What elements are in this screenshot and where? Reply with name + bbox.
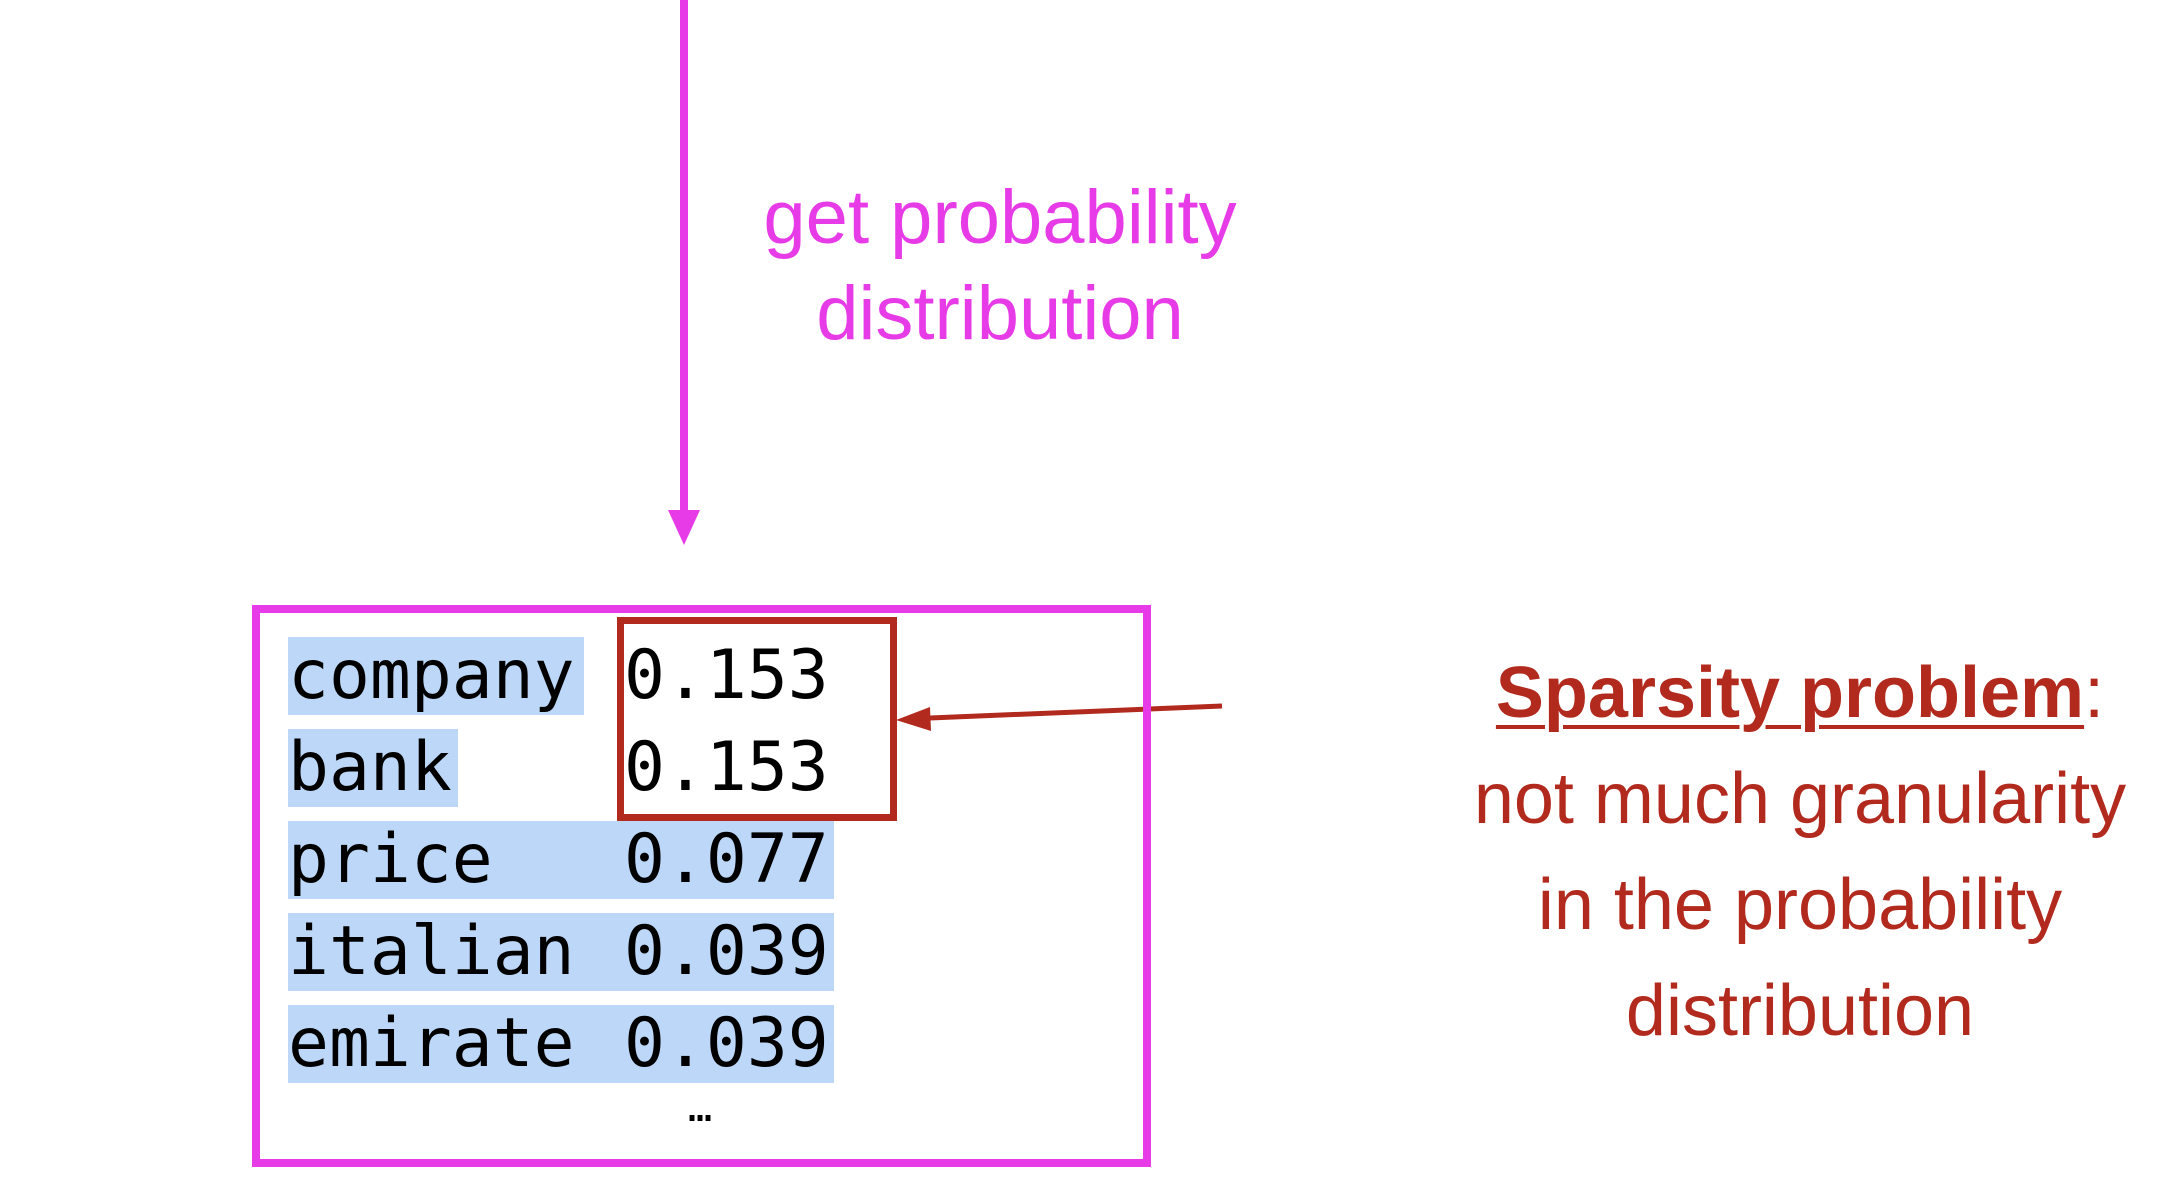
word-label: price bbox=[288, 821, 624, 899]
caption-line-1: get probability bbox=[763, 175, 1237, 260]
list-ellipsis: … bbox=[687, 1085, 713, 1131]
step-caption: get probability distribution bbox=[700, 170, 1300, 362]
note-line-1: not much granularity bbox=[1473, 759, 2127, 839]
word-label: italian bbox=[288, 913, 624, 991]
distribution-box bbox=[252, 605, 1151, 1167]
list-item: emirate 0.039 bbox=[288, 1005, 834, 1083]
caption-line-2: distribution bbox=[816, 271, 1184, 356]
note-line-2: in the probability bbox=[1537, 865, 2063, 945]
probability-value: 0.077 bbox=[624, 821, 834, 899]
pointer-arrow-head bbox=[896, 707, 931, 731]
probability-value: 0.153 bbox=[624, 728, 829, 807]
word-label: emirate bbox=[288, 1005, 624, 1083]
sparsity-note: Sparsity problem: not much granularity i… bbox=[1400, 640, 2176, 1064]
down-arrow-head bbox=[668, 510, 700, 545]
list-item: price 0.077 bbox=[288, 821, 834, 899]
note-colon: : bbox=[2084, 653, 2105, 733]
list-item: italian 0.039 bbox=[288, 913, 834, 991]
probability-value: 0.153 bbox=[624, 636, 829, 715]
probability-value: 0.039 bbox=[624, 913, 834, 991]
note-title-line: Sparsity problem: bbox=[1400, 640, 2176, 746]
tie-highlight-box bbox=[617, 617, 897, 821]
list-item: bank 0.153 bbox=[288, 729, 834, 807]
word-label: bank bbox=[288, 729, 624, 807]
list-item: company 0.153 bbox=[288, 637, 834, 715]
note-title: Sparsity problem bbox=[1495, 653, 2085, 733]
word-label: company bbox=[288, 637, 624, 715]
note-line-3: distribution bbox=[1625, 971, 1975, 1051]
probability-list: company 0.153 bank 0.153 price 0.077 ita… bbox=[288, 637, 834, 1097]
probability-value: 0.039 bbox=[624, 1005, 834, 1083]
pointer-arrow-shaft bbox=[929, 703, 1223, 721]
